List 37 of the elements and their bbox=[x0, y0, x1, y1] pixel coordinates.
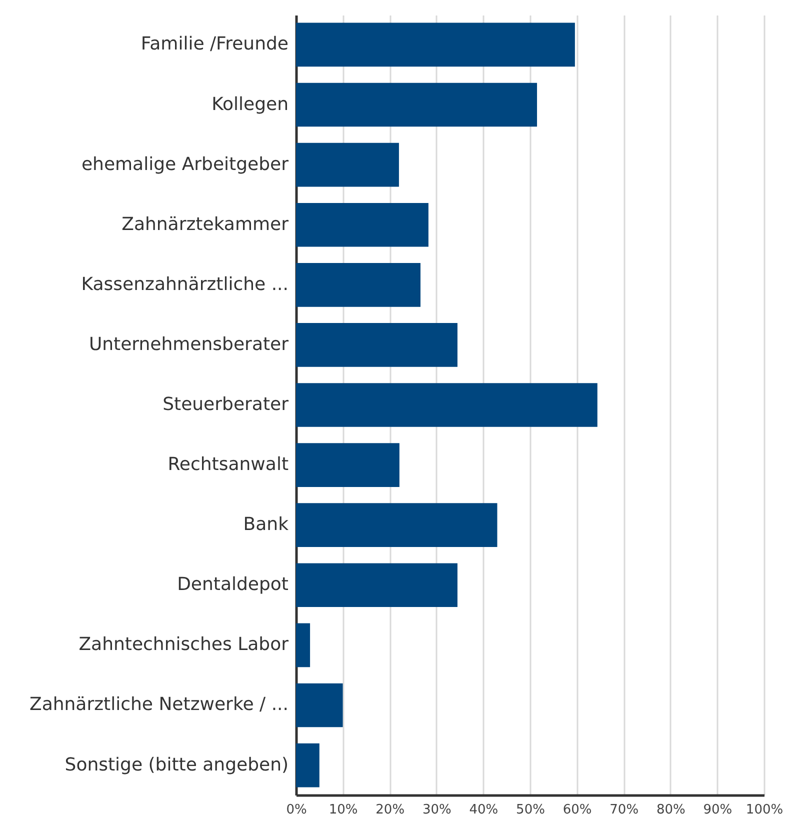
y-tick-label: Zahnärztliche Netzwerke / ... bbox=[30, 694, 288, 716]
x-tick-label: 10% bbox=[328, 802, 358, 818]
x-tick-label: 20% bbox=[376, 802, 405, 818]
x-tick-label: 70% bbox=[610, 802, 639, 818]
y-tick-label: Sonstige (bitte angeben) bbox=[64, 754, 288, 776]
bar bbox=[296, 262, 420, 307]
bar bbox=[296, 82, 538, 127]
x-tick-label: 60% bbox=[562, 802, 592, 818]
y-tick-label: Kassenzahnärztliche ... bbox=[81, 274, 288, 295]
bar bbox=[296, 443, 400, 487]
x-tick-label: 0% bbox=[286, 802, 307, 818]
x-tick-label: 50% bbox=[516, 802, 545, 818]
y-tick-label: Steuerberater bbox=[162, 394, 290, 415]
y-tick-label: Dentaldepot bbox=[177, 574, 288, 596]
y-tick-label: Familie /Freunde bbox=[140, 34, 288, 55]
x-tick-label: 90% bbox=[703, 802, 732, 818]
x-tick-label: 100% bbox=[746, 802, 784, 818]
y-tick-label: Rechtsanwalt bbox=[168, 454, 288, 476]
y-tick-label: Zahnärztekammer bbox=[122, 214, 290, 235]
bar bbox=[296, 623, 310, 668]
y-tick-label: ehemalige Arbeitgeber bbox=[81, 154, 290, 175]
bar bbox=[296, 323, 458, 367]
bar bbox=[296, 22, 575, 67]
y-tick-label: Zahntechnisches Labor bbox=[78, 634, 290, 656]
bar bbox=[296, 383, 598, 427]
bar bbox=[296, 563, 458, 608]
bar bbox=[296, 202, 428, 247]
x-tick-label: 40% bbox=[469, 802, 498, 818]
y-tick-label: Unternehmensberater bbox=[88, 334, 290, 355]
bar bbox=[296, 503, 498, 548]
y-tick-label: Kollegen bbox=[212, 94, 288, 115]
x-tick-label: 80% bbox=[656, 802, 686, 818]
x-tick-label: 30% bbox=[422, 802, 452, 818]
bar bbox=[296, 743, 320, 788]
y-tick-label: Bank bbox=[243, 514, 290, 536]
bar bbox=[296, 683, 343, 728]
bar bbox=[296, 142, 399, 187]
